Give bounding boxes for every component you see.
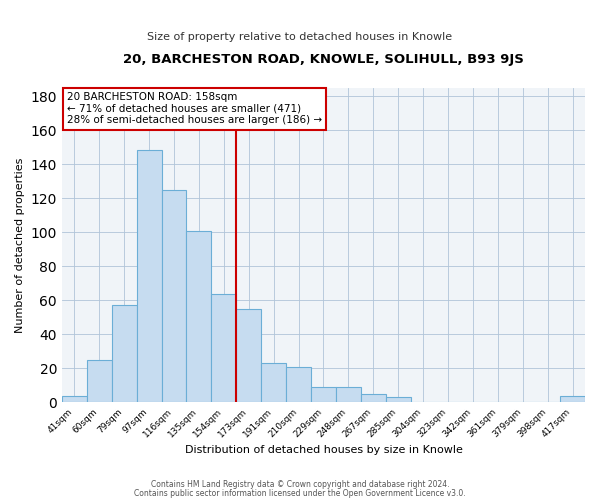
Bar <box>311 387 336 402</box>
Bar <box>187 230 211 402</box>
Bar <box>87 360 112 403</box>
Bar <box>62 396 87 402</box>
Bar <box>560 396 585 402</box>
Bar <box>137 150 161 402</box>
Bar <box>161 190 187 402</box>
Bar <box>261 364 286 403</box>
Bar <box>386 398 410 402</box>
Text: Contains public sector information licensed under the Open Government Licence v3: Contains public sector information licen… <box>134 488 466 498</box>
X-axis label: Distribution of detached houses by size in Knowle: Distribution of detached houses by size … <box>185 445 463 455</box>
Bar <box>236 309 261 402</box>
Text: 20 BARCHESTON ROAD: 158sqm
← 71% of detached houses are smaller (471)
28% of sem: 20 BARCHESTON ROAD: 158sqm ← 71% of deta… <box>67 92 322 126</box>
Text: Contains HM Land Registry data © Crown copyright and database right 2024.: Contains HM Land Registry data © Crown c… <box>151 480 449 489</box>
Bar <box>286 366 311 402</box>
Y-axis label: Number of detached properties: Number of detached properties <box>15 158 25 332</box>
Bar <box>336 387 361 402</box>
Bar <box>211 294 236 403</box>
Title: 20, BARCHESTON ROAD, KNOWLE, SOLIHULL, B93 9JS: 20, BARCHESTON ROAD, KNOWLE, SOLIHULL, B… <box>123 52 524 66</box>
Bar <box>112 306 137 402</box>
Bar <box>361 394 386 402</box>
Text: Size of property relative to detached houses in Knowle: Size of property relative to detached ho… <box>148 32 452 42</box>
